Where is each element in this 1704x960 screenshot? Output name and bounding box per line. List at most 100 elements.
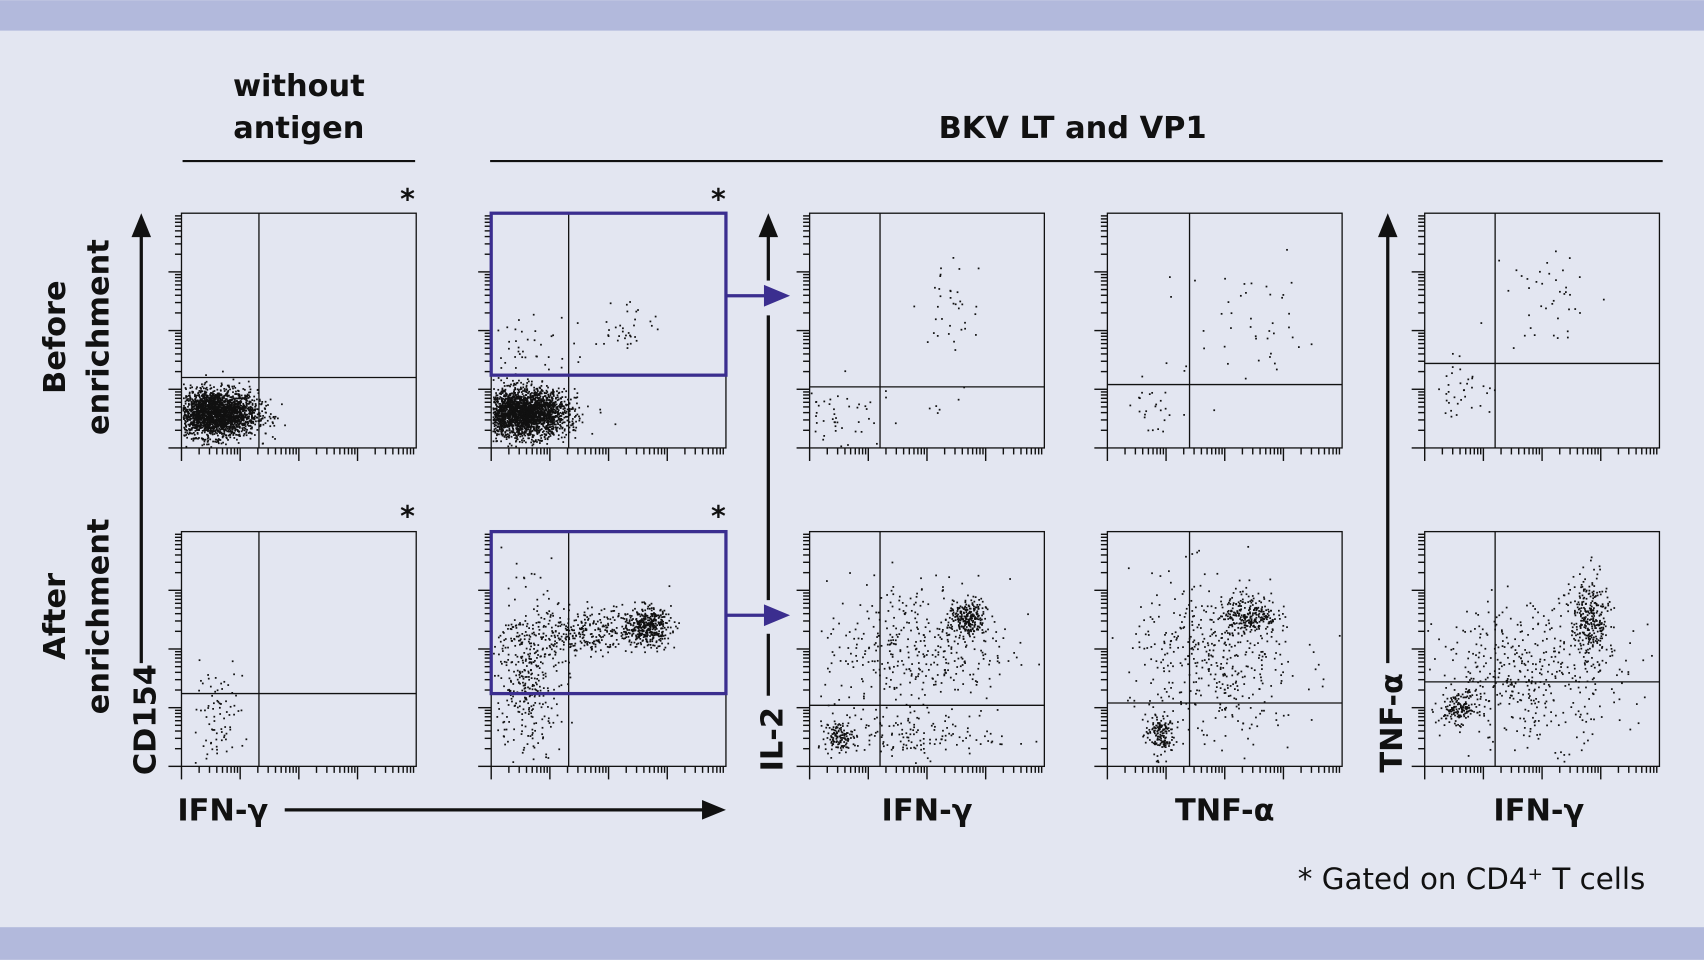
data-point bbox=[208, 426, 211, 428]
data-point bbox=[211, 430, 214, 432]
data-point bbox=[502, 413, 505, 415]
data-point bbox=[529, 434, 531, 436]
data-point bbox=[220, 385, 222, 388]
data-point bbox=[198, 404, 201, 407]
data-point bbox=[503, 419, 505, 422]
data-point bbox=[492, 440, 495, 443]
data-point bbox=[250, 406, 253, 409]
data-point bbox=[218, 430, 221, 433]
data-point bbox=[532, 313, 535, 316]
data-point bbox=[559, 406, 562, 409]
header-without-antigen-2: antigen bbox=[233, 111, 364, 146]
data-point bbox=[526, 400, 529, 402]
data-point bbox=[512, 403, 514, 405]
data-point bbox=[262, 415, 264, 417]
data-point bbox=[517, 434, 519, 437]
data-point bbox=[542, 416, 545, 418]
data-point bbox=[231, 398, 233, 401]
data-point bbox=[184, 431, 187, 434]
data-point bbox=[534, 416, 536, 419]
data-point bbox=[513, 392, 515, 395]
data-point bbox=[517, 346, 520, 349]
data-point bbox=[496, 421, 498, 424]
data-point bbox=[563, 409, 566, 412]
data-point bbox=[511, 425, 514, 428]
data-point bbox=[506, 404, 508, 407]
data-point bbox=[203, 409, 206, 412]
data-point bbox=[500, 393, 502, 396]
data-point bbox=[526, 410, 529, 413]
data-point bbox=[556, 410, 559, 413]
data-point bbox=[222, 396, 225, 399]
data-point bbox=[536, 394, 539, 397]
data-point bbox=[503, 385, 506, 387]
data-point bbox=[243, 409, 246, 411]
data-point bbox=[187, 400, 190, 402]
data-point bbox=[552, 392, 555, 395]
data-point bbox=[534, 391, 537, 393]
data-point bbox=[511, 413, 514, 415]
data-point bbox=[493, 401, 496, 404]
data-point bbox=[235, 424, 238, 426]
data-point bbox=[251, 412, 254, 415]
data-point bbox=[236, 438, 238, 441]
data-point bbox=[575, 420, 577, 423]
data-point bbox=[495, 409, 498, 411]
data-point bbox=[492, 416, 495, 419]
data-point bbox=[227, 415, 230, 418]
data-point bbox=[548, 409, 550, 412]
data-point bbox=[536, 433, 539, 435]
data-point bbox=[518, 319, 520, 321]
gated-marker-3: * bbox=[400, 500, 415, 533]
data-point bbox=[214, 440, 216, 443]
data-point bbox=[591, 432, 594, 435]
data-point bbox=[543, 391, 546, 394]
data-point bbox=[508, 340, 511, 343]
data-point bbox=[203, 428, 206, 431]
data-point bbox=[193, 402, 195, 405]
data-point bbox=[552, 390, 555, 393]
data-point bbox=[198, 429, 200, 431]
data-point bbox=[520, 391, 523, 393]
data-point bbox=[542, 398, 544, 400]
data-point bbox=[185, 425, 188, 428]
data-point bbox=[515, 445, 517, 448]
data-point bbox=[540, 440, 543, 442]
data-point bbox=[219, 400, 222, 403]
data-point bbox=[544, 414, 547, 416]
data-point bbox=[578, 417, 581, 420]
data-point bbox=[536, 400, 539, 403]
data-point bbox=[503, 407, 506, 410]
data-point bbox=[522, 397, 525, 399]
data-point bbox=[222, 428, 224, 430]
data-point bbox=[217, 397, 220, 400]
ifng-axis-arrow bbox=[284, 800, 726, 820]
data-point bbox=[265, 411, 267, 414]
data-point bbox=[229, 415, 231, 418]
data-point bbox=[184, 419, 186, 422]
data-point bbox=[202, 396, 205, 399]
data-point bbox=[544, 412, 547, 414]
data-point bbox=[211, 400, 214, 403]
data-point bbox=[524, 407, 527, 410]
data-point bbox=[229, 434, 231, 436]
data-point bbox=[542, 417, 545, 420]
data-point bbox=[565, 415, 568, 418]
data-point bbox=[219, 402, 222, 405]
data-point bbox=[520, 396, 523, 398]
data-point bbox=[517, 417, 520, 420]
data-point bbox=[519, 404, 522, 407]
data-point bbox=[551, 404, 553, 407]
data-point bbox=[210, 410, 213, 413]
data-point bbox=[545, 417, 548, 420]
data-point bbox=[525, 403, 528, 406]
data-point bbox=[231, 419, 234, 421]
data-point bbox=[511, 413, 514, 416]
data-point bbox=[595, 343, 598, 345]
data-point bbox=[555, 420, 558, 422]
data-point bbox=[551, 410, 554, 413]
data-point bbox=[200, 387, 202, 390]
data-point bbox=[558, 391, 561, 394]
data-point bbox=[215, 418, 218, 421]
